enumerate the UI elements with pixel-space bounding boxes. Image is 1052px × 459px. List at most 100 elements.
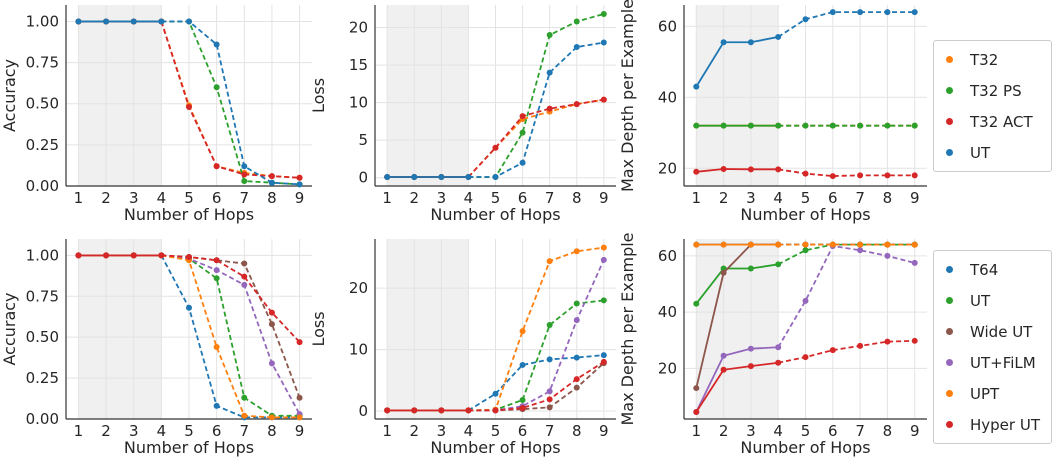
data-point	[829, 122, 836, 129]
y-axis-label: Accuracy	[0, 59, 19, 132]
x-tick-label: 9	[910, 422, 920, 440]
series-line-dashed	[468, 299, 604, 412]
x-tick-label: 9	[295, 422, 305, 440]
x-tick-label: 1	[692, 422, 702, 440]
y-tick-label: 1.00	[26, 12, 59, 30]
x-tick-label: 8	[572, 189, 582, 207]
y-tick-label: 20	[349, 19, 368, 37]
y-axis-label: Loss	[309, 311, 328, 346]
series-hyper-ut	[75, 252, 303, 346]
x-tick-label: 4	[773, 422, 783, 440]
data-point	[573, 384, 580, 391]
data-point	[492, 173, 499, 180]
series-line-dashed	[468, 41, 604, 178]
data-point	[802, 170, 809, 177]
data-point	[158, 252, 165, 259]
data-point	[241, 394, 248, 401]
legend-marker-icon	[946, 297, 953, 304]
y-tick-label: 1.00	[26, 246, 59, 264]
data-point	[492, 144, 499, 151]
data-point	[411, 407, 418, 414]
series-ut	[75, 18, 303, 188]
chart-panel-4: 1 2 3 4 5 6 7 8 9 0.00 0.25 0.50 0.75 1.00 Number of H…	[0, 239, 312, 457]
x-tick-label: 2	[719, 189, 729, 207]
series-line-dashed	[468, 362, 605, 412]
data-point	[186, 304, 192, 311]
series-line-dashed	[161, 20, 300, 186]
data-point	[884, 338, 891, 345]
series-line-solid	[695, 36, 779, 88]
y-tick-label: 10	[349, 94, 368, 112]
y-tick-label: 60	[658, 17, 677, 35]
x-tick-label: 4	[157, 189, 167, 207]
x-tick-label: 1	[74, 422, 84, 440]
legend-item: UT+FiLM	[934, 347, 1051, 378]
y-axis-label: Loss	[309, 78, 328, 113]
data-point	[600, 244, 607, 251]
shaded-region	[696, 5, 779, 186]
x-axis-label: Number of Hops	[740, 205, 870, 224]
data-point	[103, 252, 110, 259]
x-tick-label: 5	[184, 189, 194, 207]
data-point	[802, 297, 809, 304]
series-t32-ps	[693, 122, 918, 129]
x-tick-label: 9	[599, 189, 609, 207]
x-tick-label: 8	[267, 422, 277, 440]
series-line-solid	[695, 361, 779, 413]
data-point	[296, 414, 303, 421]
y-tick-label: 0.00	[26, 177, 59, 195]
data-point	[720, 352, 727, 359]
data-point	[519, 159, 526, 166]
legend-label: T32 ACT	[970, 112, 1033, 131]
x-axis-label: Number of Hops	[430, 205, 560, 224]
legend-marker-icon	[946, 149, 953, 156]
x-tick-label: 5	[801, 189, 811, 207]
legend-label: Wide UT	[970, 322, 1033, 341]
legend-marker-icon	[946, 87, 953, 94]
x-tick-label: 2	[409, 422, 419, 440]
y-tick-label: 0.50	[26, 95, 59, 113]
data-point	[241, 281, 248, 288]
data-point	[411, 173, 418, 180]
y-tick-label: 20	[349, 279, 368, 297]
data-point	[857, 9, 864, 16]
data-point	[241, 163, 248, 170]
data-point	[911, 259, 918, 266]
y-axis-label: Max Depth per Example	[618, 0, 637, 192]
legend-item: UT	[934, 137, 1051, 168]
data-point	[213, 344, 220, 350]
x-tick-label: 3	[746, 422, 756, 440]
data-point	[75, 252, 82, 259]
legend-bottom: T64 UT Wide UT UT+FiLM UPT Hyper UT	[933, 250, 1052, 444]
data-point	[130, 18, 137, 25]
x-tick-label: 2	[409, 189, 419, 207]
y-tick-label: 20	[658, 159, 677, 177]
chart-panel-5: 1 2 3 4 5 6 7 8 9 0 10 20 Number of Hops Loss	[309, 239, 616, 457]
data-point	[747, 241, 754, 248]
x-tick-label: 8	[267, 189, 277, 207]
series-line-solid	[695, 346, 779, 413]
series-line-dashed	[161, 20, 300, 186]
data-point	[884, 241, 891, 248]
legend-marker-icon	[946, 328, 953, 335]
legend-marker-icon	[946, 118, 953, 125]
data-point	[884, 9, 891, 16]
data-point	[546, 32, 553, 39]
data-point	[130, 252, 137, 259]
data-point	[492, 407, 499, 414]
data-point	[384, 173, 391, 180]
data-point	[296, 394, 303, 401]
legend-item: UPT	[934, 378, 1051, 409]
data-point	[75, 18, 82, 25]
y-tick-label: 0.25	[26, 136, 59, 154]
data-point	[884, 172, 891, 179]
data-point	[775, 344, 782, 351]
series-upt	[693, 241, 918, 248]
data-point	[911, 9, 918, 16]
legend-item: Wide UT	[934, 316, 1051, 347]
x-tick-label: 4	[464, 422, 474, 440]
data-point	[241, 171, 248, 178]
data-point	[241, 273, 248, 280]
